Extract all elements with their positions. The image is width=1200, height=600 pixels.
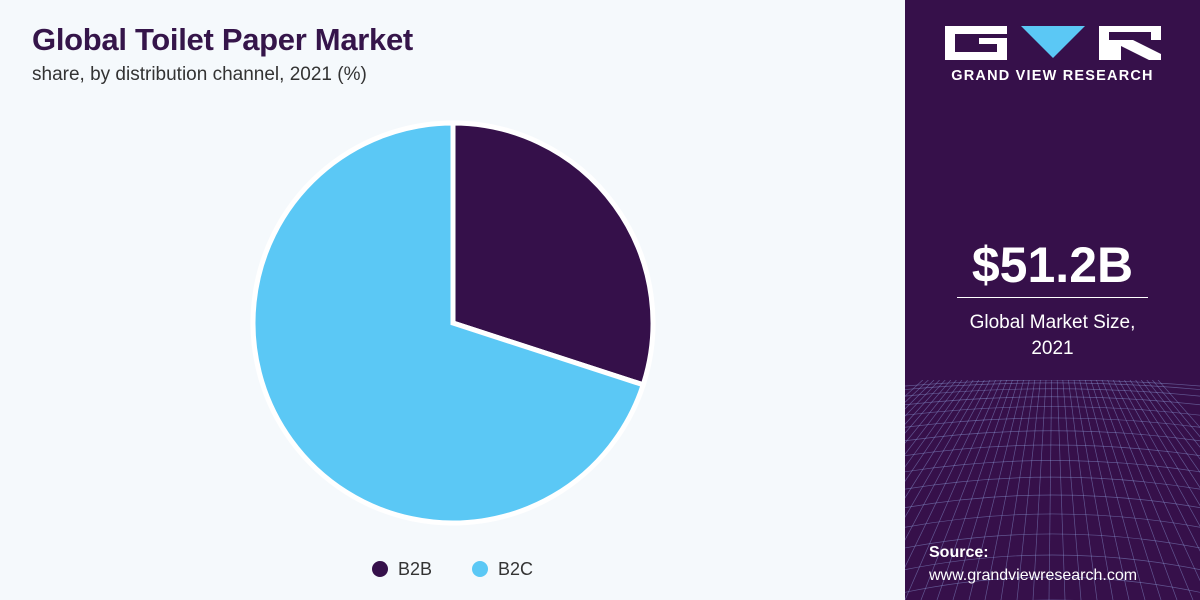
mesh-line xyxy=(1056,380,1066,600)
mesh-curve xyxy=(905,476,1200,490)
mesh-background-graphic xyxy=(905,380,1200,600)
pie-slice-b2b xyxy=(450,120,656,388)
mesh-line xyxy=(1124,380,1200,507)
mesh-curve xyxy=(905,554,1200,570)
mesh-line xyxy=(1090,380,1162,600)
mesh-curve xyxy=(905,533,1200,549)
mesh-line xyxy=(1135,380,1200,473)
mesh-line xyxy=(1157,380,1200,428)
legend-swatch-b2c xyxy=(472,561,488,577)
mesh-line xyxy=(905,380,991,541)
mesh-line xyxy=(1084,380,1146,600)
mesh-line xyxy=(905,380,974,482)
mesh-curve xyxy=(905,460,1200,473)
mesh-line xyxy=(1068,380,1098,600)
pie-slice-b2c xyxy=(250,120,647,526)
mesh-line xyxy=(905,380,980,499)
mesh-line xyxy=(1140,380,1200,460)
side-panel: GRAND VIEW RESEARCH $51.2B Global Market… xyxy=(905,0,1200,600)
mesh-line xyxy=(984,380,1030,600)
gvr-logo-icon xyxy=(945,26,1161,60)
mesh-curve xyxy=(905,396,1200,406)
mesh-line xyxy=(1101,380,1194,600)
mesh-line xyxy=(905,380,946,425)
mesh-line xyxy=(1073,380,1114,600)
source-label: Source: xyxy=(929,544,989,561)
mesh-line xyxy=(905,380,963,455)
mesh-line xyxy=(968,380,1024,600)
market-size-label: Global Market Size, 2021 xyxy=(905,310,1200,362)
mesh-curve xyxy=(905,430,1200,442)
legend-label-b2c: B2C xyxy=(498,558,534,579)
mesh-line xyxy=(905,380,957,444)
mesh-line xyxy=(1048,380,1052,600)
legend-label-b2b: B2B xyxy=(397,558,432,579)
mesh-line xyxy=(1016,380,1041,600)
mesh-line xyxy=(905,380,1002,600)
legend-item-b2b: B2B xyxy=(371,558,432,580)
divider xyxy=(957,297,1148,298)
mesh-line xyxy=(952,380,1019,600)
mesh-curve xyxy=(905,444,1200,457)
mesh-line xyxy=(1118,380,1200,527)
mesh-line xyxy=(1152,380,1200,438)
brand-name: GRAND VIEW RESEARCH xyxy=(951,68,1154,84)
mesh-curve xyxy=(905,382,1200,390)
chart-subtitle: share, by distribution channel, 2021 (%) xyxy=(32,64,367,85)
mesh-curve xyxy=(905,406,1200,416)
mesh-line xyxy=(1146,380,1200,448)
mesh-line xyxy=(1107,380,1200,582)
mesh-line xyxy=(1000,380,1036,600)
legend-swatch-b2b xyxy=(371,561,388,577)
pie-chart xyxy=(250,120,656,526)
mesh-curve xyxy=(905,388,1200,397)
mesh-line xyxy=(1096,380,1178,600)
mesh-line xyxy=(1129,380,1200,489)
mesh-line xyxy=(1112,380,1200,552)
chart-panel: Global Toilet Paper Market share, by dis… xyxy=(0,22,905,582)
legend: B2B B2C xyxy=(0,556,905,582)
mesh-line xyxy=(1062,380,1082,600)
chart-title: Global Toilet Paper Market xyxy=(32,22,413,57)
mesh-curve xyxy=(905,417,1200,428)
market-size-label-line1: Global Market Size, xyxy=(969,312,1136,333)
mesh-line xyxy=(920,380,1008,600)
mesh-line xyxy=(936,380,1013,600)
mesh-curve xyxy=(905,513,1200,528)
mesh-curve xyxy=(905,494,1200,509)
market-size-value: $51.2B xyxy=(971,237,1134,293)
mesh-line xyxy=(905,380,952,434)
mesh-curve xyxy=(905,576,1200,593)
mesh-line xyxy=(1079,380,1130,600)
mesh-line xyxy=(1032,380,1047,600)
mesh-line xyxy=(905,380,985,518)
market-size-label-line2: 2021 xyxy=(1031,338,1074,359)
legend-item-b2c: B2C xyxy=(472,559,533,580)
mesh-curve xyxy=(905,380,1200,387)
source-url[interactable]: www.grandviewresearch.com xyxy=(929,567,1138,584)
mesh-line xyxy=(905,380,996,568)
mesh-line xyxy=(905,380,968,468)
